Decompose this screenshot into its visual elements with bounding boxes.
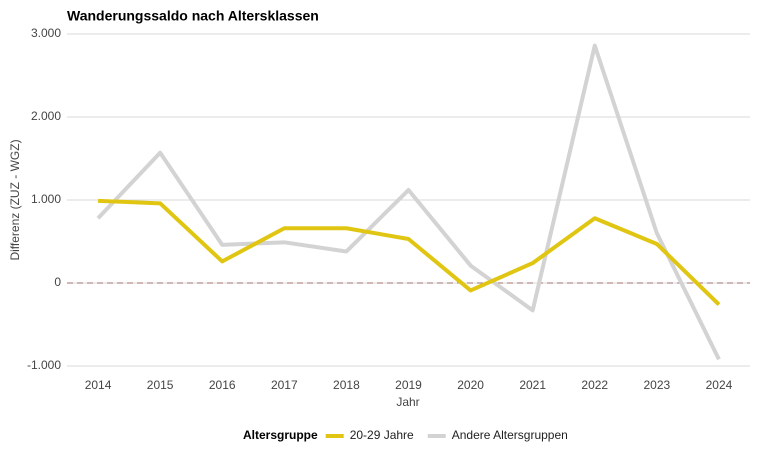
legend-label: 20-29 Jahre: [350, 428, 414, 442]
y-tick-label: 1.000: [31, 192, 61, 206]
y-tick-label: 2.000: [31, 109, 61, 123]
y-tick-label: -1.000: [27, 358, 61, 372]
x-tick-label: 2020: [457, 378, 484, 392]
x-tick-label: 2021: [519, 378, 546, 392]
legend-label: Andere Altersgruppen: [452, 428, 568, 442]
y-tick-label: 3.000: [31, 26, 61, 40]
x-tick-label: 2015: [147, 378, 174, 392]
legend-title: Altersgruppe: [243, 428, 318, 442]
data-line: [97, 198, 721, 307]
x-axis-title: Jahr: [396, 395, 419, 409]
x-tick-label: 2018: [333, 378, 360, 392]
x-tick-label: 2016: [209, 378, 236, 392]
x-tick-label: 2014: [85, 378, 112, 392]
x-tick-label: 2017: [271, 378, 298, 392]
chart-title: Wanderungssaldo nach Altersklassen: [67, 8, 319, 24]
data-line: [96, 43, 721, 361]
x-tick-label: 2024: [706, 378, 733, 392]
x-tick-label: 2022: [581, 378, 608, 392]
y-axis-title: Differenz (ZUZ - WGZ): [8, 139, 22, 260]
x-tick-label: 2023: [644, 378, 671, 392]
y-tick-label: 0: [54, 275, 61, 289]
x-tick-label: 2019: [395, 378, 422, 392]
